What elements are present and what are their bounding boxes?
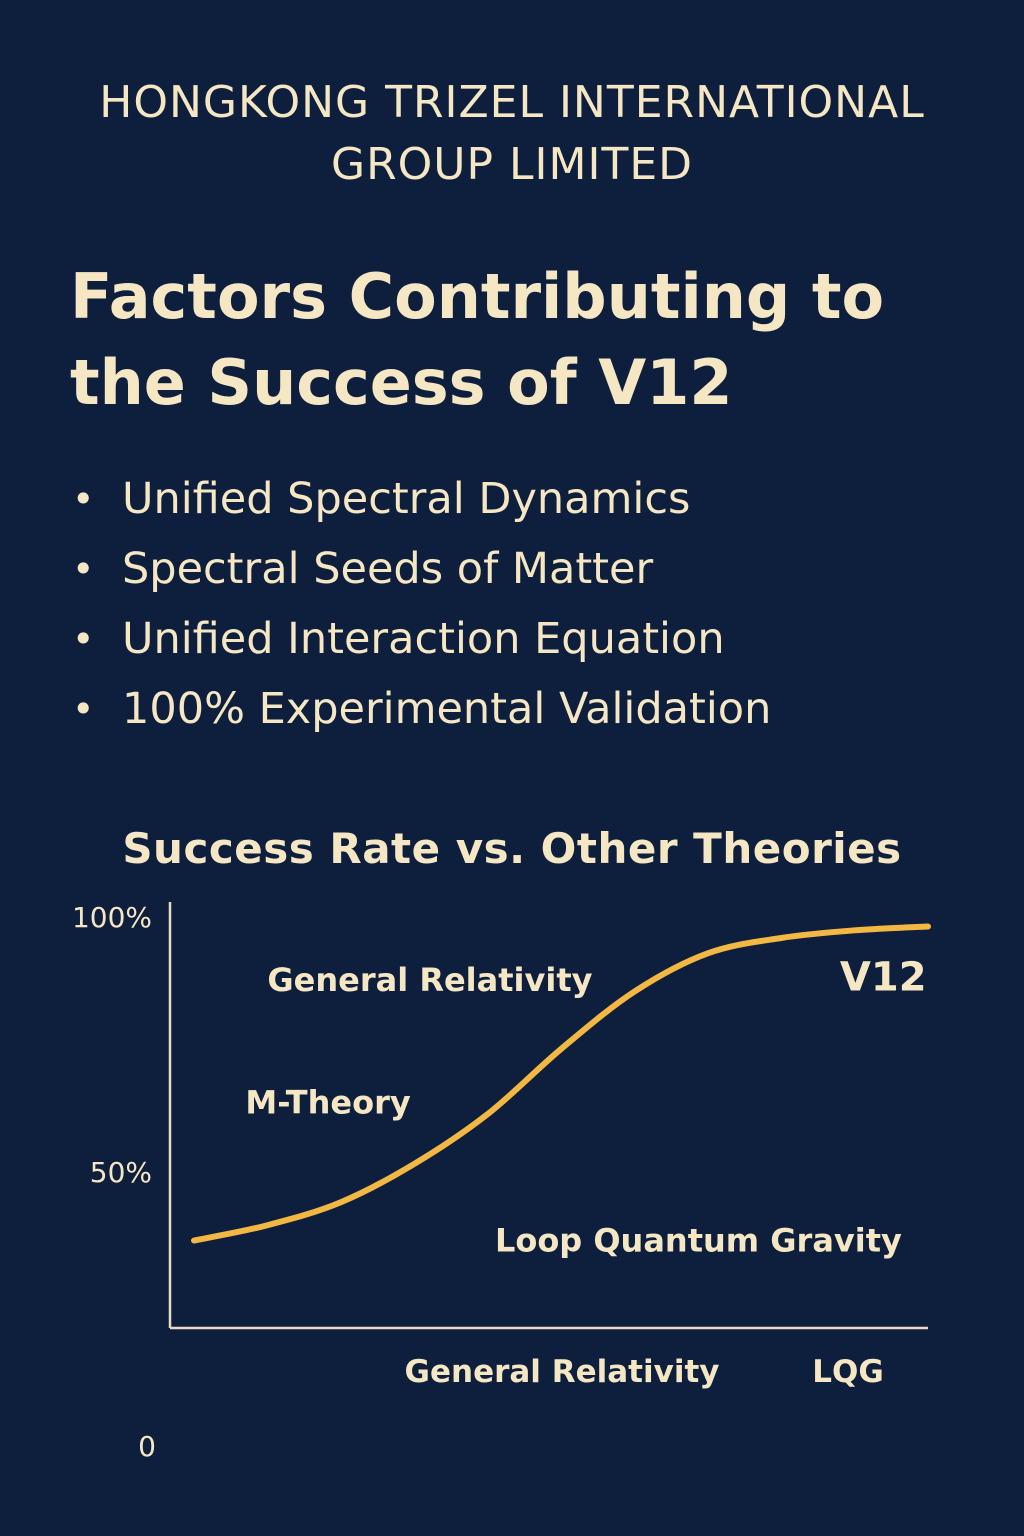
factor-label: 100% Experimental Validation bbox=[122, 684, 772, 734]
bullet-icon: • bbox=[72, 477, 95, 521]
factor-item: • Unified Interaction Equation bbox=[70, 604, 771, 674]
chart-title: Success Rate vs. Other Theories bbox=[122, 824, 902, 873]
factor-label: Spectral Seeds of Matter bbox=[122, 544, 654, 594]
annotation-label: Loop Quantum Gravity bbox=[495, 1222, 902, 1260]
chart-annotations: General Relativity M-Theory Loop Quantum G… bbox=[245, 954, 926, 1259]
annotation-label: V12 bbox=[840, 954, 927, 1000]
chart-svg: 100% 50% 0 General Relativity LQG General Re… bbox=[72, 901, 931, 1463]
annotation-label: M-Theory bbox=[245, 1084, 411, 1122]
y-tick-label: 0 bbox=[138, 1430, 156, 1463]
company-name-line-1: HONGKONG TRIZEL INTERNATIONAL bbox=[99, 77, 925, 128]
x-tick-label: General Relativity bbox=[405, 1354, 720, 1390]
company-name: HONGKONG TRIZEL INTERNATIONAL GROUP LIMI… bbox=[0, 72, 1024, 196]
chart-ticks: 100% 50% 0 General Relativity LQG bbox=[72, 901, 884, 1463]
annotation-label: General Relativity bbox=[267, 961, 592, 999]
factor-list: • Unified Spectral Dynamics • Spectral See… bbox=[70, 464, 771, 744]
factor-label: Unified Interaction Equation bbox=[122, 614, 725, 664]
page-title: Factors Contributing to the Success of V… bbox=[70, 254, 970, 426]
page-title-line-1: Factors Contributing to bbox=[70, 260, 885, 333]
factor-label: Unified Spectral Dynamics bbox=[122, 474, 691, 524]
page-title-line-2: the Success of V12 bbox=[70, 346, 733, 419]
factor-item: • Unified Spectral Dynamics bbox=[70, 464, 771, 534]
bullet-icon: • bbox=[72, 617, 95, 661]
series-line-v12 bbox=[191, 923, 931, 1244]
x-tick-label: LQG bbox=[812, 1354, 884, 1390]
y-tick-label: 100% bbox=[72, 901, 152, 934]
bullet-icon: • bbox=[72, 687, 95, 731]
company-name-line-2: GROUP LIMITED bbox=[330, 139, 693, 190]
factor-item: • Spectral Seeds of Matter bbox=[70, 534, 771, 604]
chart-series bbox=[191, 923, 931, 1244]
bullet-icon: • bbox=[72, 547, 95, 591]
chart-axes bbox=[168, 902, 928, 1330]
factor-item: • 100% Experimental Validation bbox=[70, 674, 771, 744]
y-tick-label: 50% bbox=[90, 1156, 152, 1189]
